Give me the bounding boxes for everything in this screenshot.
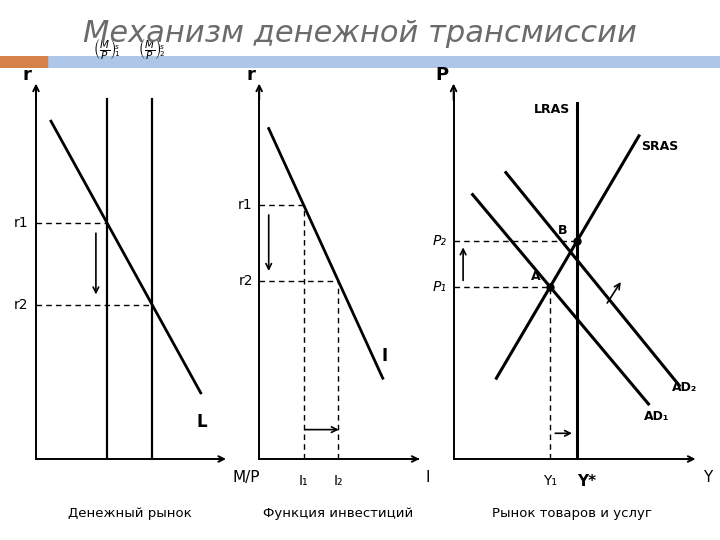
Text: I₁: I₁ xyxy=(299,474,308,488)
Text: Функция инвестиций: Функция инвестиций xyxy=(264,507,413,519)
Text: Денежный рынок: Денежный рынок xyxy=(68,507,192,519)
Text: r2: r2 xyxy=(14,298,29,312)
Text: M/P: M/P xyxy=(233,470,260,485)
Text: P₂: P₂ xyxy=(433,234,446,248)
Text: r: r xyxy=(22,66,31,84)
Text: I₂: I₂ xyxy=(333,474,343,488)
Text: Y₁: Y₁ xyxy=(543,474,557,488)
Text: A: A xyxy=(531,270,541,283)
Text: AD₁: AD₁ xyxy=(644,410,669,423)
Text: r: r xyxy=(247,66,256,84)
Text: Y: Y xyxy=(703,470,712,485)
Text: AD₂: AD₂ xyxy=(672,381,698,394)
Text: P₁: P₁ xyxy=(433,280,446,294)
Text: $\left(\dfrac{M}{P}\right)^{\!s}_{\!1}$: $\left(\dfrac{M}{P}\right)^{\!s}_{\!1}$ xyxy=(94,36,121,63)
Text: r2: r2 xyxy=(238,274,253,288)
Text: $\left(\dfrac{M}{P}\right)^{\!s}_{\!2}$: $\left(\dfrac{M}{P}\right)^{\!s}_{\!2}$ xyxy=(138,36,166,63)
Text: Механизм денежной трансмиссии: Механизм денежной трансмиссии xyxy=(83,19,637,48)
Bar xyxy=(0,56,47,68)
Text: Y*: Y* xyxy=(577,474,596,489)
Text: I: I xyxy=(381,347,387,365)
Text: Рынок товаров и услуг: Рынок товаров и услуг xyxy=(492,507,652,519)
Text: r1: r1 xyxy=(238,198,253,212)
Text: L: L xyxy=(197,413,207,431)
Text: SRAS: SRAS xyxy=(642,139,678,152)
Text: r1: r1 xyxy=(14,216,29,230)
Text: LRAS: LRAS xyxy=(534,103,570,116)
Text: B: B xyxy=(558,224,567,237)
Text: I: I xyxy=(426,470,430,485)
Text: P: P xyxy=(435,66,449,84)
